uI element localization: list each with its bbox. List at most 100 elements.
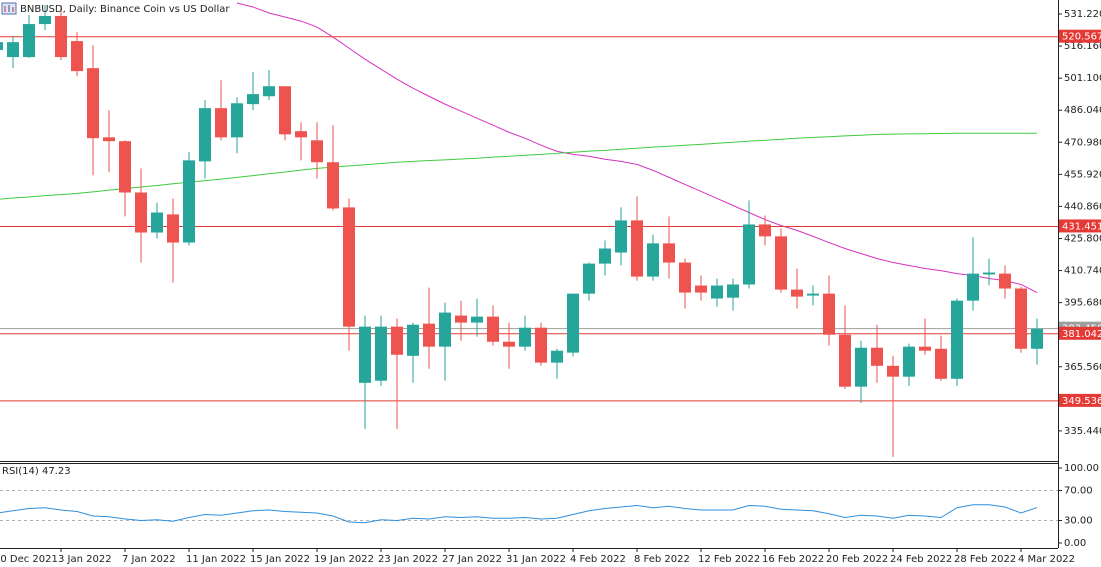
candle-body [279,86,291,135]
candle-body [471,316,483,323]
candle-body [263,86,275,97]
rsi-title: RSI(14) 47.23 [2,466,71,477]
candle-body [183,160,195,243]
x-tick-label: 23 Jan 2022 [378,554,438,565]
candle-body [967,273,979,301]
level-label: 520.567 [1062,32,1101,43]
y-tick-label: 531.220 [1064,9,1101,20]
rsi-line [0,504,1038,524]
candle-body [215,108,227,138]
x-tick-label: 24 Feb 2022 [890,554,952,565]
candle-body [679,262,691,293]
chart-title: BNBUSD, Daily: Binance Coin vs US Dollar [20,4,230,15]
candle-body [935,348,947,379]
level-label-box [1059,29,1101,43]
candle-body [199,108,211,162]
candle-body [951,300,963,379]
candle-body [807,293,819,296]
y-tick-label: 425.800 [1064,233,1101,244]
x-tick-label: 19 Jan 2022 [314,554,374,565]
x-tick-label: 7 Jan 2022 [122,554,176,565]
y-tick-label: 410.740 [1064,266,1101,277]
candle-body [375,326,387,381]
candle-body [759,224,771,237]
candle-body [487,316,499,342]
y-tick-label: 100.00 [1064,463,1099,474]
candle-body [327,162,339,209]
y-tick-label: 501.100 [1064,73,1101,84]
candle-body [615,220,627,253]
x-tick-label: 31 Jan 2022 [506,554,566,565]
candle-body [567,293,579,353]
level-label-box [1059,219,1101,233]
candle-body [535,327,547,363]
x-tick-label: 28 Feb 2022 [954,554,1016,565]
x-tick-label: 16 Feb 2022 [762,554,824,565]
price-plot [0,2,1058,457]
candle-body [743,224,755,285]
candle-body [871,347,883,366]
candle-body [839,334,851,387]
candle-body [855,347,867,387]
candle-body [1015,288,1027,349]
x-tick-label: 27 Jan 2022 [442,554,502,565]
candle-body [695,285,707,293]
candle-body [519,327,531,347]
candle-body [343,207,355,327]
candle-body [1031,328,1043,349]
y-tick-label: 30.00 [1064,515,1093,526]
candle-body [231,103,243,138]
candle-body [423,323,435,347]
candle-body [167,214,179,243]
candle-body [103,137,115,142]
candle-body [999,273,1011,289]
level-label: 431.451 [1062,221,1101,232]
candle-body [647,243,659,277]
y-tick-label: 0.00 [1064,538,1086,549]
y-tick-label: 335.440 [1064,426,1101,437]
y-tick-label: 455.920 [1064,169,1101,180]
candle-body [71,41,83,72]
moving-average [236,2,1038,294]
y-tick-label: 486.040 [1064,105,1101,116]
candle-body [391,326,403,355]
moving-average [0,132,1037,200]
candle-body [983,272,995,275]
candle-body [775,236,787,290]
candle-body [407,324,419,356]
candle-body [663,243,675,263]
x-tick-label: 11 Jan 2022 [186,554,246,565]
level-label-box [1059,393,1101,407]
candle-body [135,192,147,233]
candle-body [583,263,595,294]
candle-body [903,346,915,377]
level-label-box [1059,326,1101,340]
x-tick-label: 8 Feb 2022 [634,554,690,565]
candle-body [359,326,371,383]
candle-body [503,341,515,347]
candle-body [295,131,307,138]
candle-body [55,15,67,58]
x-tick-label: 4 Feb 2022 [570,554,626,565]
candle-body [0,42,3,51]
candle-body [823,293,835,335]
candle-body [119,141,131,193]
y-tick-label: 440.860 [1064,201,1101,212]
candle-body [311,140,323,163]
candle-body [551,350,563,363]
x-tick-label: 3 Jan 2022 [58,554,112,565]
candle-body [919,346,931,351]
candle-body [631,220,643,277]
x-tick-label: 12 Feb 2022 [698,554,760,565]
y-tick-label: 365.560 [1064,362,1101,373]
level-label: 381.042 [1062,329,1101,340]
y-tick-label: 470.980 [1064,137,1101,148]
candle-body [791,289,803,297]
candle-body [439,312,451,347]
candle-body [87,68,99,139]
candle-body [247,94,259,105]
candle-body [711,285,723,299]
